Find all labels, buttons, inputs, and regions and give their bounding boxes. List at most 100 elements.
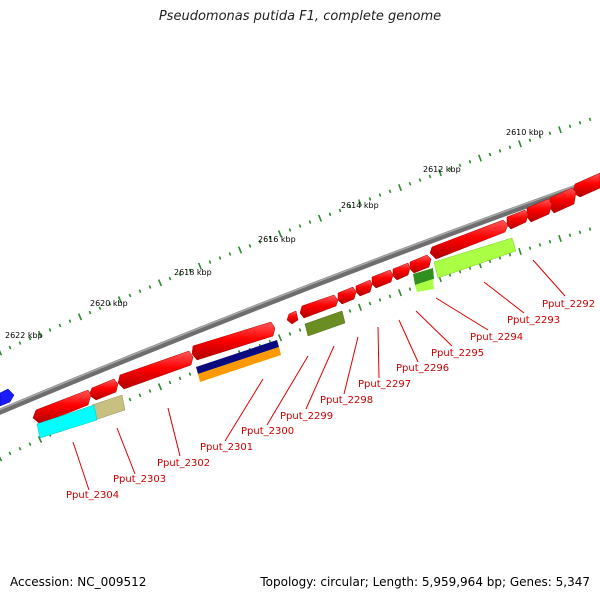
minor-tick [568,233,572,238]
minor-tick [538,134,542,139]
major-tick [0,456,3,462]
scale-label: 2620 kbp [90,299,128,308]
genome-summary-text: Topology: circular; Length: 5,959,964 bp… [260,575,590,589]
minor-tick [348,204,352,209]
feature-band-olive [304,310,346,337]
minor-tick [528,246,532,250]
minor-tick [578,230,582,234]
scale-label: 2614 kbp [341,201,379,210]
gene-arrow [32,389,92,425]
minor-tick [548,131,552,135]
minor-tick [388,189,392,194]
minor-tick [348,309,352,313]
major-tick [37,436,43,444]
minor-tick [8,345,12,350]
minor-tick [178,376,182,381]
minor-tick [368,197,372,201]
minor-tick [108,302,112,306]
minor-tick [388,294,392,299]
minor-tick [208,260,212,264]
feature-band-lightgreen [433,237,517,279]
gene-label: Pput_2297 [358,379,411,390]
minor-tick [138,289,142,293]
gene-arrow [371,269,394,289]
scale-label: 2618 kbp [174,268,212,277]
feature-band-navy [196,340,279,374]
minor-tick [28,442,32,446]
gene-arrow [392,262,411,281]
gene-label: Pput_2300 [241,426,294,437]
major-tick [518,140,522,148]
minor-tick [468,159,472,164]
minor-tick [48,328,52,332]
minor-tick [588,227,592,231]
minor-tick [148,389,152,393]
minor-tick [298,328,302,332]
minor-tick [18,341,22,345]
feature-band-cyan [36,404,98,439]
gene-label: Pput_2293 [507,315,560,326]
major-tick [358,303,362,311]
minor-tick [288,332,292,336]
major-tick [518,247,522,255]
minor-tick [378,298,382,302]
major-tick [157,383,163,391]
major-tick [357,199,363,207]
gene-label: Pput_2302 [157,458,210,469]
gene-label: Pput_2301 [200,442,253,453]
major-tick [197,262,203,270]
minor-tick [258,240,262,244]
major-tick [37,330,43,338]
minor-tick [548,239,552,244]
minor-tick [178,272,182,277]
feature-bands [36,237,517,439]
minor-tick [378,193,382,197]
gene-label: Pput_2299 [280,411,333,422]
minor-tick [18,446,22,451]
minor-tick [168,276,172,281]
major-tick [237,246,243,254]
minor-tick [188,372,192,376]
major-tick [558,234,562,243]
minor-tick [308,220,312,224]
minor-tick [408,182,412,186]
minor-tick [138,393,142,398]
map-title: Pseudomonas putida F1, complete genome [158,9,442,24]
minor-tick [418,178,422,182]
minor-tick [228,252,232,256]
major-tick [558,126,562,134]
major-tick [277,230,283,238]
minor-tick [28,336,32,341]
scale-label: 2622 kbp [5,331,43,340]
minor-tick [508,252,512,257]
minor-tick [128,293,132,298]
forward-genes [0,172,600,425]
inner-tick-row [0,227,592,462]
minor-tick [528,138,532,142]
minor-tick [248,244,252,248]
gene-label: Pput_2292 [542,299,595,310]
minor-tick [458,163,462,168]
scale-label: 2612 kbp [423,165,461,174]
minor-tick [88,310,92,315]
minor-tick [428,174,432,179]
gene-label: Pput_2294 [470,332,523,343]
major-tick [0,350,3,356]
gene-label: Pput_2304 [66,490,119,501]
minor-tick [148,285,152,289]
gene-arrow-blue [0,388,15,407]
minor-tick [488,152,492,157]
minor-tick [498,149,502,153]
gene-arrow [429,219,509,260]
gene-arrow [117,350,194,390]
minor-tick [538,243,542,247]
minor-tick [578,121,582,125]
gene-arrow [191,321,276,361]
minor-tick [168,380,172,385]
minor-tick [218,256,222,260]
minor-tick [298,224,302,228]
minor-tick [288,228,292,232]
scale-label: 2616 kbp [258,235,296,244]
minor-tick [268,236,272,240]
